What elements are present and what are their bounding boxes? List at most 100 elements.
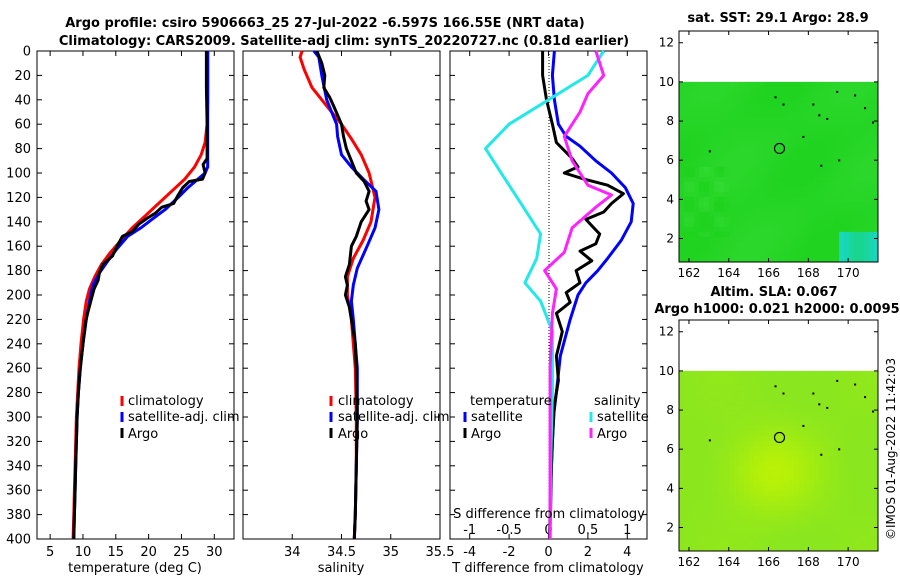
map-cell [774,515,780,522]
map-cell [809,395,815,402]
map-cell [784,430,790,437]
map-cell [774,435,780,442]
map-cell [734,405,740,412]
map-cell [794,440,800,447]
map-cell [724,505,730,512]
map-cell [709,256,715,262]
x-tick-label: -2 [503,545,516,560]
map-cell [849,186,855,193]
map-cell [684,176,690,183]
map-cell [874,455,878,462]
map-cell [709,101,715,108]
x-tick-label: 166 [757,266,780,280]
map-cell [769,116,775,123]
map-cell [719,196,725,203]
map-cell [789,171,795,178]
map-cell [729,196,735,203]
map-cell [689,485,695,492]
map-cell [734,196,740,203]
map-cell [874,231,878,238]
map-cell [809,435,815,442]
map-cell [709,515,715,522]
map-cell [719,181,725,188]
map-cell [814,256,820,262]
map-cell [834,430,840,437]
map-cell [874,166,878,173]
map-cell [834,236,840,243]
map-cell [809,415,815,422]
map-cell [684,256,690,262]
map-cell [714,545,720,551]
map-cell [759,196,765,203]
map-cell [824,545,830,551]
map-cell [724,141,730,148]
map-cell [819,380,825,387]
map-cell [834,161,840,168]
map-cell [789,480,795,487]
map-cell [844,490,850,497]
map-cell [859,186,865,193]
map-cell [744,450,750,457]
map-cell [789,405,795,412]
map-cell [859,440,865,447]
map-cell [699,141,705,148]
map-cell [839,470,845,477]
map-cell [799,440,805,447]
island-speck [836,90,839,93]
map-cell [789,151,795,158]
map-cell [714,505,720,512]
map-cell [779,405,785,412]
map-cell [809,241,815,248]
map-cell [824,221,830,228]
map-cell [829,221,835,228]
map-cell [869,161,875,168]
map-cell [799,395,805,402]
map-cell [719,236,725,243]
map-cell [799,515,805,522]
map-cell [724,111,730,118]
map-cell [744,126,750,133]
map-cell [819,146,825,153]
map-cell [874,181,878,188]
map-cell [774,166,780,173]
map-cell [849,515,855,522]
map-cell [834,176,840,183]
map-cell [694,430,700,437]
map-cell [694,146,700,153]
map-cell [759,181,765,188]
map-cell [704,251,710,258]
map-cell [854,201,860,208]
map-cell [689,246,695,253]
map-cell [799,126,805,133]
map-cell [724,81,730,88]
map-cell [704,196,710,203]
map-cell [824,370,830,377]
map-cell [754,256,760,262]
map-cell [869,530,875,537]
map-cell [744,91,750,98]
map-cell [814,535,820,542]
map-cell [704,186,710,193]
map-cell [874,126,878,133]
map-cell [819,490,825,497]
map-cell [774,410,780,417]
map-cell [679,86,685,93]
map-cell [679,226,685,233]
map-cell [679,221,685,228]
map-cell [834,455,840,462]
map-cell [759,420,765,427]
map-cell [689,505,695,512]
map-cell [844,470,850,477]
map-cell [829,181,835,188]
map-cell [754,91,760,98]
map-cell [829,455,835,462]
map-cell [714,131,720,138]
map-cell [834,86,840,93]
map-cell [689,161,695,168]
map-cell [839,251,845,258]
map-cell [739,485,745,492]
map-cell [774,181,780,188]
map-cell [839,196,845,203]
map-cell [699,535,705,542]
map-cell [739,450,745,457]
